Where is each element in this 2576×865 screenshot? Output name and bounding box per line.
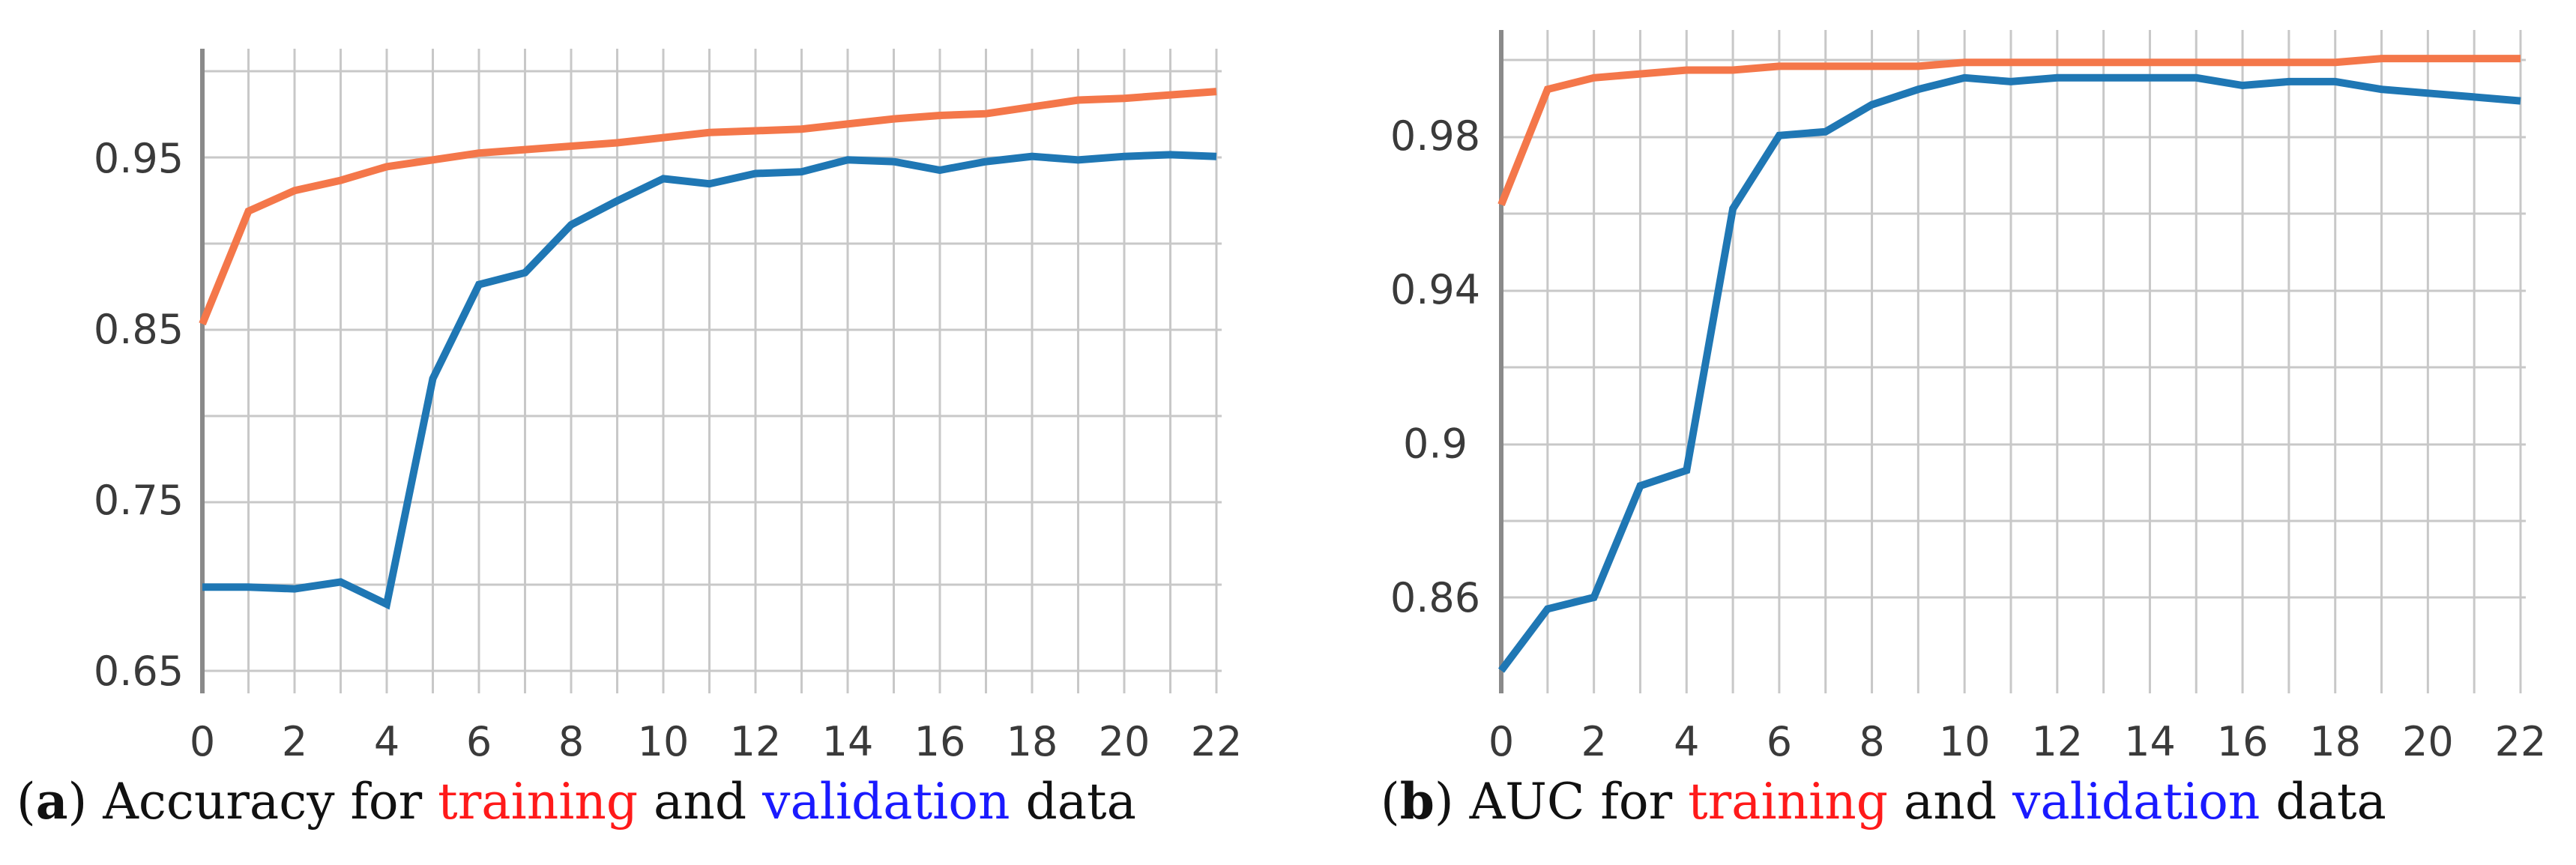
x-tick-label: 10 (638, 718, 690, 765)
x-tick-label: 14 (822, 718, 874, 765)
x-tick-label: 20 (2402, 718, 2454, 765)
caption-a-validation-word: validation (762, 773, 1010, 831)
gridlines (201, 49, 1222, 693)
validation-series-line (1498, 73, 2521, 673)
x-tick-label: 22 (2495, 718, 2547, 765)
y-tick-label: 0.75 (94, 477, 184, 524)
caption-b-validation-word: validation (2012, 773, 2260, 831)
accuracy-chart: 0.65 0.75 0.85 0.95 0 2 4 6 8 10 12 14 16 18 20 22 (94, 49, 1242, 765)
caption-a-training-word: training (438, 773, 639, 831)
x-tick-label: 2 (1581, 718, 1606, 765)
validation-series-line (202, 151, 1217, 610)
training-series-line (199, 88, 1217, 326)
x-tick-label: 14 (2124, 718, 2176, 765)
y-tick-label: 0.86 (1390, 574, 1480, 621)
x-tick-label: 10 (1939, 718, 1991, 765)
y-tick-label: 0.95 (94, 135, 184, 182)
x-tick-label: 22 (1191, 718, 1243, 765)
x-tick-label: 16 (2217, 718, 2269, 765)
x-tick-label: 4 (1674, 718, 1699, 765)
auc-chart: 0.86 0.9 0.94 0.98 0 2 4 6 8 10 12 14 16 18 20 22 (1390, 30, 2546, 765)
y-tick-label: 0.85 (94, 306, 184, 353)
x-tick-label: 0 (190, 718, 215, 765)
x-tick-label: 8 (1859, 718, 1884, 765)
x-tick-label: 20 (1099, 718, 1150, 765)
caption-b: (b) AUC for training and validation data (1381, 772, 2386, 831)
caption-a: (a) Accuracy for training and validation… (16, 772, 1136, 831)
x-tick-label: 12 (2031, 718, 2083, 765)
y-tick-label: 0.65 (94, 648, 184, 695)
training-series-line (1497, 55, 2521, 207)
gridlines (1500, 30, 2526, 693)
x-tick-label: 6 (466, 718, 492, 765)
y-tick-label: 0.94 (1390, 266, 1480, 313)
x-tick-label: 16 (914, 718, 966, 765)
x-tick-label: 6 (1767, 718, 1792, 765)
caption-b-training-word: training (1688, 773, 1888, 831)
x-tick-label: 18 (1007, 718, 1058, 765)
x-tick-label: 18 (2309, 718, 2361, 765)
y-tick-label: 0.98 (1390, 112, 1480, 160)
y-tick-label: 0.9 (1403, 421, 1468, 468)
x-tick-label: 2 (282, 718, 307, 765)
x-tick-label: 8 (558, 718, 584, 765)
x-tick-label: 12 (730, 718, 782, 765)
x-tick-label: 0 (1488, 718, 1514, 765)
x-tick-label: 4 (374, 718, 399, 765)
